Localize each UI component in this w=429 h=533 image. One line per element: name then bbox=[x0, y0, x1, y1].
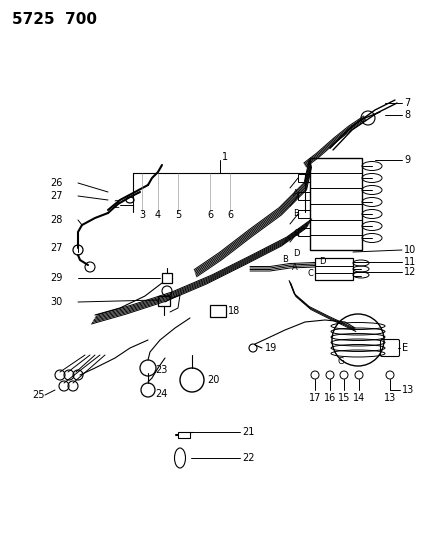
Text: 25: 25 bbox=[33, 390, 45, 400]
Text: 19: 19 bbox=[265, 343, 277, 353]
Circle shape bbox=[326, 371, 334, 379]
Bar bbox=[178, 432, 190, 438]
Text: 13: 13 bbox=[402, 385, 414, 395]
Bar bbox=[310, 158, 362, 250]
Text: 6: 6 bbox=[207, 210, 213, 220]
Bar bbox=[162, 273, 172, 283]
Bar bbox=[210, 305, 226, 317]
Bar bbox=[298, 174, 310, 182]
Circle shape bbox=[311, 371, 319, 379]
Text: B: B bbox=[293, 209, 299, 219]
Circle shape bbox=[340, 371, 348, 379]
Text: C: C bbox=[293, 230, 299, 238]
Text: 1: 1 bbox=[222, 152, 228, 162]
Text: D: D bbox=[319, 257, 325, 266]
Text: 14: 14 bbox=[353, 393, 365, 403]
Text: 18: 18 bbox=[228, 306, 240, 316]
Text: 30: 30 bbox=[50, 297, 62, 307]
Text: 10: 10 bbox=[404, 245, 416, 255]
Text: 21: 21 bbox=[242, 427, 254, 437]
Text: C: C bbox=[307, 270, 313, 279]
Text: 16: 16 bbox=[324, 393, 336, 403]
Text: D: D bbox=[293, 249, 299, 259]
Text: 12: 12 bbox=[404, 267, 417, 277]
Text: G: G bbox=[338, 358, 344, 367]
Text: 27: 27 bbox=[50, 191, 63, 201]
Text: 15: 15 bbox=[338, 393, 350, 403]
Text: 4: 4 bbox=[155, 210, 161, 220]
Text: 6: 6 bbox=[227, 210, 233, 220]
Bar bbox=[315, 258, 353, 280]
Text: A: A bbox=[293, 190, 299, 198]
Text: 26: 26 bbox=[50, 178, 62, 188]
Text: 17: 17 bbox=[309, 393, 321, 403]
Text: 11: 11 bbox=[404, 257, 416, 267]
Circle shape bbox=[355, 371, 363, 379]
Text: 9: 9 bbox=[404, 155, 410, 165]
Text: 20: 20 bbox=[207, 375, 219, 385]
Text: 7: 7 bbox=[404, 98, 410, 108]
Bar bbox=[298, 192, 310, 200]
Text: 23: 23 bbox=[155, 365, 167, 375]
Text: 24: 24 bbox=[155, 389, 167, 399]
Text: 27: 27 bbox=[50, 243, 63, 253]
Text: 8: 8 bbox=[404, 110, 410, 120]
Text: 5: 5 bbox=[175, 210, 181, 220]
Text: 28: 28 bbox=[50, 215, 62, 225]
Bar bbox=[298, 210, 310, 218]
Bar bbox=[158, 296, 170, 306]
Text: 13: 13 bbox=[384, 393, 396, 403]
Text: A: A bbox=[292, 263, 298, 272]
Text: 3: 3 bbox=[139, 210, 145, 220]
Text: B: B bbox=[282, 255, 288, 264]
Circle shape bbox=[386, 371, 394, 379]
Text: 22: 22 bbox=[242, 453, 254, 463]
Text: 29: 29 bbox=[50, 273, 62, 283]
Bar bbox=[298, 228, 310, 236]
Text: E: E bbox=[402, 343, 408, 353]
Text: 5725  700: 5725 700 bbox=[12, 12, 97, 28]
Text: 2: 2 bbox=[114, 200, 120, 210]
